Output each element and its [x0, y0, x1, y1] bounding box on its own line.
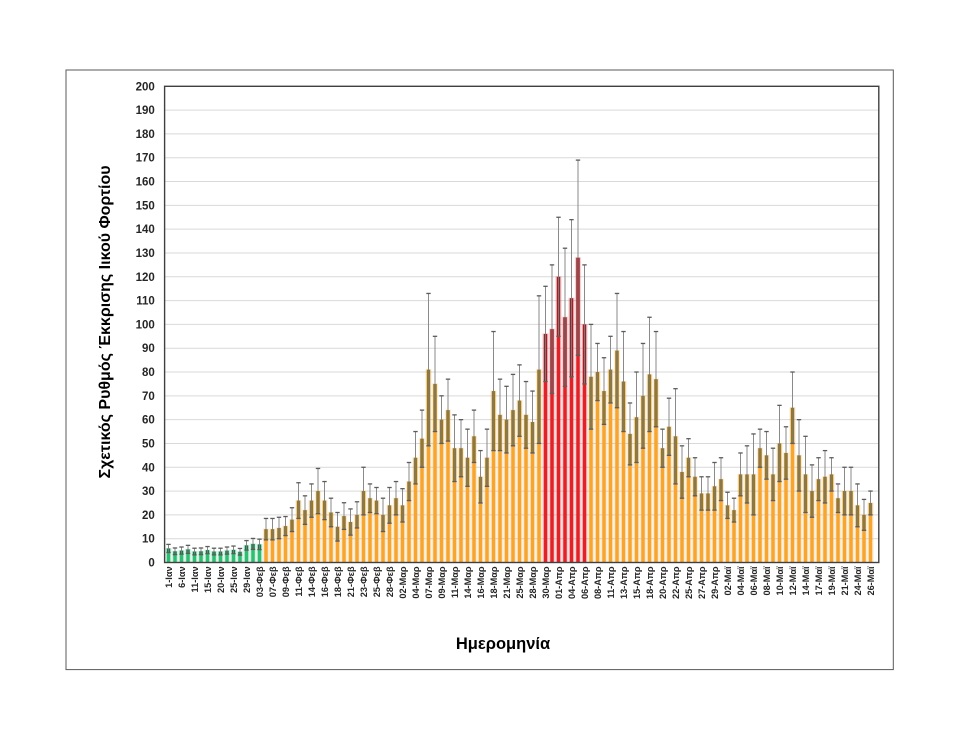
- svg-text:Σχετικός Ρυθμός Έκκρισης Ιικού: Σχετικός Ρυθμός Έκκρισης Ιικού Φορτίου: [97, 165, 114, 478]
- svg-text:18-Φεβ: 18-Φεβ: [333, 566, 343, 597]
- svg-text:14-Μαρ: 14-Μαρ: [463, 566, 473, 599]
- svg-text:27-Απρ: 27-Απρ: [697, 566, 707, 599]
- svg-text:18-Μαρ: 18-Μαρ: [489, 566, 499, 599]
- svg-text:200: 200: [136, 81, 155, 93]
- svg-text:6-Ιαν: 6-Ιαν: [177, 566, 187, 587]
- svg-text:26-Μαϊ: 26-Μαϊ: [866, 566, 876, 596]
- svg-text:03-Φεβ: 03-Φεβ: [255, 566, 265, 597]
- svg-text:110: 110: [136, 296, 155, 308]
- svg-text:20: 20: [142, 510, 155, 522]
- svg-text:30: 30: [142, 486, 155, 498]
- svg-text:160: 160: [136, 177, 155, 189]
- svg-text:140: 140: [136, 224, 155, 236]
- svg-text:09-Φεβ: 09-Φεβ: [281, 566, 291, 597]
- svg-text:90: 90: [142, 343, 155, 355]
- svg-text:11-Απρ: 11-Απρ: [606, 566, 616, 598]
- svg-text:22-Απρ: 22-Απρ: [671, 566, 681, 599]
- svg-text:29-Απρ: 29-Απρ: [710, 566, 720, 599]
- svg-text:19-Μαϊ: 19-Μαϊ: [827, 566, 837, 596]
- svg-text:190: 190: [136, 105, 155, 117]
- svg-text:15-Ιαν: 15-Ιαν: [203, 566, 213, 593]
- svg-text:30-Μαρ: 30-Μαρ: [541, 566, 551, 599]
- svg-text:23-Φεβ: 23-Φεβ: [359, 566, 369, 597]
- svg-text:25-Ιαν: 25-Ιαν: [229, 566, 239, 593]
- svg-text:15-Απρ: 15-Απρ: [632, 566, 642, 599]
- svg-text:20-Απρ: 20-Απρ: [658, 566, 668, 599]
- svg-text:29-Ιαν: 29-Ιαν: [242, 566, 252, 593]
- svg-text:24-Μαϊ: 24-Μαϊ: [853, 566, 863, 596]
- svg-text:25-Φεβ: 25-Φεβ: [372, 566, 382, 597]
- svg-text:10: 10: [142, 534, 155, 546]
- svg-text:28-Φεβ: 28-Φεβ: [385, 566, 395, 597]
- svg-text:1-Ιαν: 1-Ιαν: [164, 566, 174, 587]
- svg-text:08-Απρ: 08-Απρ: [593, 566, 603, 599]
- svg-text:Ημερομηνία: Ημερομηνία: [456, 635, 550, 653]
- svg-text:180: 180: [136, 129, 155, 141]
- svg-text:130: 130: [136, 248, 155, 260]
- svg-text:02-Μαϊ: 02-Μαϊ: [723, 566, 733, 596]
- svg-text:21-Μαρ: 21-Μαρ: [502, 566, 512, 599]
- svg-text:70: 70: [142, 391, 155, 403]
- svg-text:13-Απρ: 13-Απρ: [619, 566, 629, 599]
- svg-text:150: 150: [136, 200, 155, 212]
- svg-text:11-Φεβ: 11-Φεβ: [294, 566, 304, 597]
- svg-text:17-Μαϊ: 17-Μαϊ: [814, 566, 824, 596]
- svg-text:50: 50: [142, 439, 155, 451]
- svg-text:14-Φεβ: 14-Φεβ: [307, 566, 317, 597]
- svg-text:07-Φεβ: 07-Φεβ: [268, 566, 278, 597]
- svg-text:11-Μαρ: 11-Μαρ: [450, 566, 460, 598]
- svg-text:25-Μαρ: 25-Μαρ: [515, 566, 525, 599]
- svg-text:20-Ιαν: 20-Ιαν: [216, 566, 226, 593]
- svg-text:09-Μαρ: 09-Μαρ: [437, 566, 447, 599]
- svg-text:21-Μαϊ: 21-Μαϊ: [840, 566, 850, 596]
- svg-text:25-Απρ: 25-Απρ: [684, 566, 694, 599]
- svg-text:100: 100: [136, 319, 155, 331]
- svg-text:02-Μαρ: 02-Μαρ: [398, 566, 408, 599]
- svg-text:08-Μαϊ: 08-Μαϊ: [762, 566, 772, 596]
- svg-text:16-Μαρ: 16-Μαρ: [476, 566, 486, 599]
- svg-text:10-Μαϊ: 10-Μαϊ: [775, 566, 785, 596]
- svg-text:11-Ιαν: 11-Ιαν: [190, 566, 200, 592]
- svg-text:04-Μαϊ: 04-Μαϊ: [736, 566, 746, 596]
- svg-text:80: 80: [142, 367, 155, 379]
- svg-text:60: 60: [142, 415, 155, 427]
- svg-text:40: 40: [142, 462, 155, 474]
- svg-text:07-Μαρ: 07-Μαρ: [424, 566, 434, 599]
- svg-text:06-Απρ: 06-Απρ: [580, 566, 590, 599]
- svg-text:28-Μαρ: 28-Μαρ: [528, 566, 538, 599]
- svg-text:04-Απρ: 04-Απρ: [567, 566, 577, 599]
- svg-text:21-Φεβ: 21-Φεβ: [346, 566, 356, 597]
- svg-text:18-Απρ: 18-Απρ: [645, 566, 655, 599]
- svg-text:16-Φεβ: 16-Φεβ: [320, 566, 330, 597]
- svg-text:06-Μαϊ: 06-Μαϊ: [749, 566, 759, 596]
- svg-text:12-Μαϊ: 12-Μαϊ: [788, 566, 798, 596]
- svg-text:0: 0: [148, 558, 154, 570]
- svg-text:01-Απρ: 01-Απρ: [554, 566, 564, 599]
- svg-text:04-Μαρ: 04-Μαρ: [411, 566, 421, 599]
- svg-text:120: 120: [136, 272, 155, 284]
- svg-text:170: 170: [136, 153, 155, 165]
- svg-text:14-Μαϊ: 14-Μαϊ: [801, 566, 811, 596]
